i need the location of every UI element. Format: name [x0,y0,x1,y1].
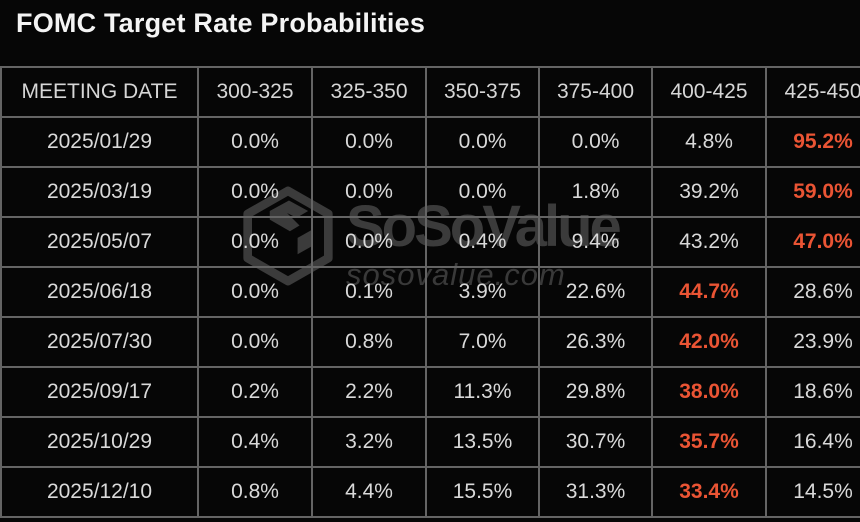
col-header-325-350: 325-350 [311,66,427,118]
prob-cell: 11.3% [425,366,540,418]
prob-cell: 4.8% [651,116,767,168]
prob-cell: 0.0% [197,116,313,168]
prob-cell: 0.0% [425,116,540,168]
prob-cell: 28.6% [765,266,860,318]
meeting-date-cell: 2025/09/17 [0,366,199,418]
meeting-date-cell: 2025/12/10 [0,466,199,518]
prob-cell: 0.0% [197,216,313,268]
probabilities-table: MEETING DATE 300-325 325-350 350-375 375… [0,66,860,518]
prob-cell-highlighted: 59.0% [765,166,860,218]
col-header-300-325: 300-325 [197,66,313,118]
page-title: FOMC Target Rate Probabilities [16,8,426,38]
prob-cell: 16.4% [765,416,860,468]
prob-cell: 23.9% [765,316,860,368]
prob-cell: 31.3% [538,466,653,518]
prob-cell-highlighted: 35.7% [651,416,767,468]
prob-cell: 0.0% [311,166,427,218]
prob-cell: 1.8% [538,166,653,218]
table-row: 2025/05/07 0.0% 0.0% 0.4% 9.4% 43.2% 47.… [0,216,860,268]
col-header-350-375: 350-375 [425,66,540,118]
prob-cell-highlighted: 95.2% [765,116,860,168]
prob-cell: 43.2% [651,216,767,268]
meeting-date-cell: 2025/05/07 [0,216,199,268]
col-header-400-425: 400-425 [651,66,767,118]
prob-cell: 39.2% [651,166,767,218]
prob-cell: 7.0% [425,316,540,368]
prob-cell: 18.6% [765,366,860,418]
table-row: 2025/01/29 0.0% 0.0% 0.0% 0.0% 4.8% 95.2… [0,116,860,168]
prob-cell: 2.2% [311,366,427,418]
prob-cell: 0.0% [538,116,653,168]
prob-cell: 4.4% [311,466,427,518]
prob-cell: 30.7% [538,416,653,468]
table-row: 2025/06/18 0.0% 0.1% 3.9% 22.6% 44.7% 28… [0,266,860,318]
meeting-date-cell: 2025/03/19 [0,166,199,218]
prob-cell: 13.5% [425,416,540,468]
prob-cell: 0.4% [197,416,313,468]
prob-cell: 0.0% [197,266,313,318]
prob-cell: 0.4% [425,216,540,268]
prob-cell: 0.8% [197,466,313,518]
header-row: MEETING DATE 300-325 325-350 350-375 375… [0,66,860,118]
table-row: 2025/03/19 0.0% 0.0% 0.0% 1.8% 39.2% 59.… [0,166,860,218]
col-header-375-400: 375-400 [538,66,653,118]
prob-cell: 0.0% [197,316,313,368]
prob-cell-highlighted: 42.0% [651,316,767,368]
meeting-date-cell: 2025/10/29 [0,416,199,468]
col-header-meeting-date: MEETING DATE [0,66,199,118]
prob-cell: 26.3% [538,316,653,368]
prob-cell: 0.0% [311,216,427,268]
table-row: 2025/09/17 0.2% 2.2% 11.3% 29.8% 38.0% 1… [0,366,860,418]
prob-cell: 0.0% [311,116,427,168]
prob-cell: 3.9% [425,266,540,318]
prob-cell-highlighted: 33.4% [651,466,767,518]
prob-cell: 29.8% [538,366,653,418]
prob-cell: 0.0% [425,166,540,218]
prob-cell: 15.5% [425,466,540,518]
prob-cell: 22.6% [538,266,653,318]
prob-cell: 0.0% [197,166,313,218]
prob-cell: 0.8% [311,316,427,368]
table-row: 2025/12/10 0.8% 4.4% 15.5% 31.3% 33.4% 1… [0,466,860,518]
meeting-date-cell: 2025/06/18 [0,266,199,318]
prob-cell-highlighted: 44.7% [651,266,767,318]
prob-cell: 9.4% [538,216,653,268]
col-header-425-450: 425-450 [765,66,860,118]
prob-cell-highlighted: 47.0% [765,216,860,268]
meeting-date-cell: 2025/01/29 [0,116,199,168]
prob-cell: 3.2% [311,416,427,468]
prob-cell: 0.1% [311,266,427,318]
table-row: 2025/10/29 0.4% 3.2% 13.5% 30.7% 35.7% 1… [0,416,860,468]
prob-cell: 0.2% [197,366,313,418]
prob-cell-highlighted: 38.0% [651,366,767,418]
meeting-date-cell: 2025/07/30 [0,316,199,368]
prob-cell: 14.5% [765,466,860,518]
table-row: 2025/07/30 0.0% 0.8% 7.0% 26.3% 42.0% 23… [0,316,860,368]
